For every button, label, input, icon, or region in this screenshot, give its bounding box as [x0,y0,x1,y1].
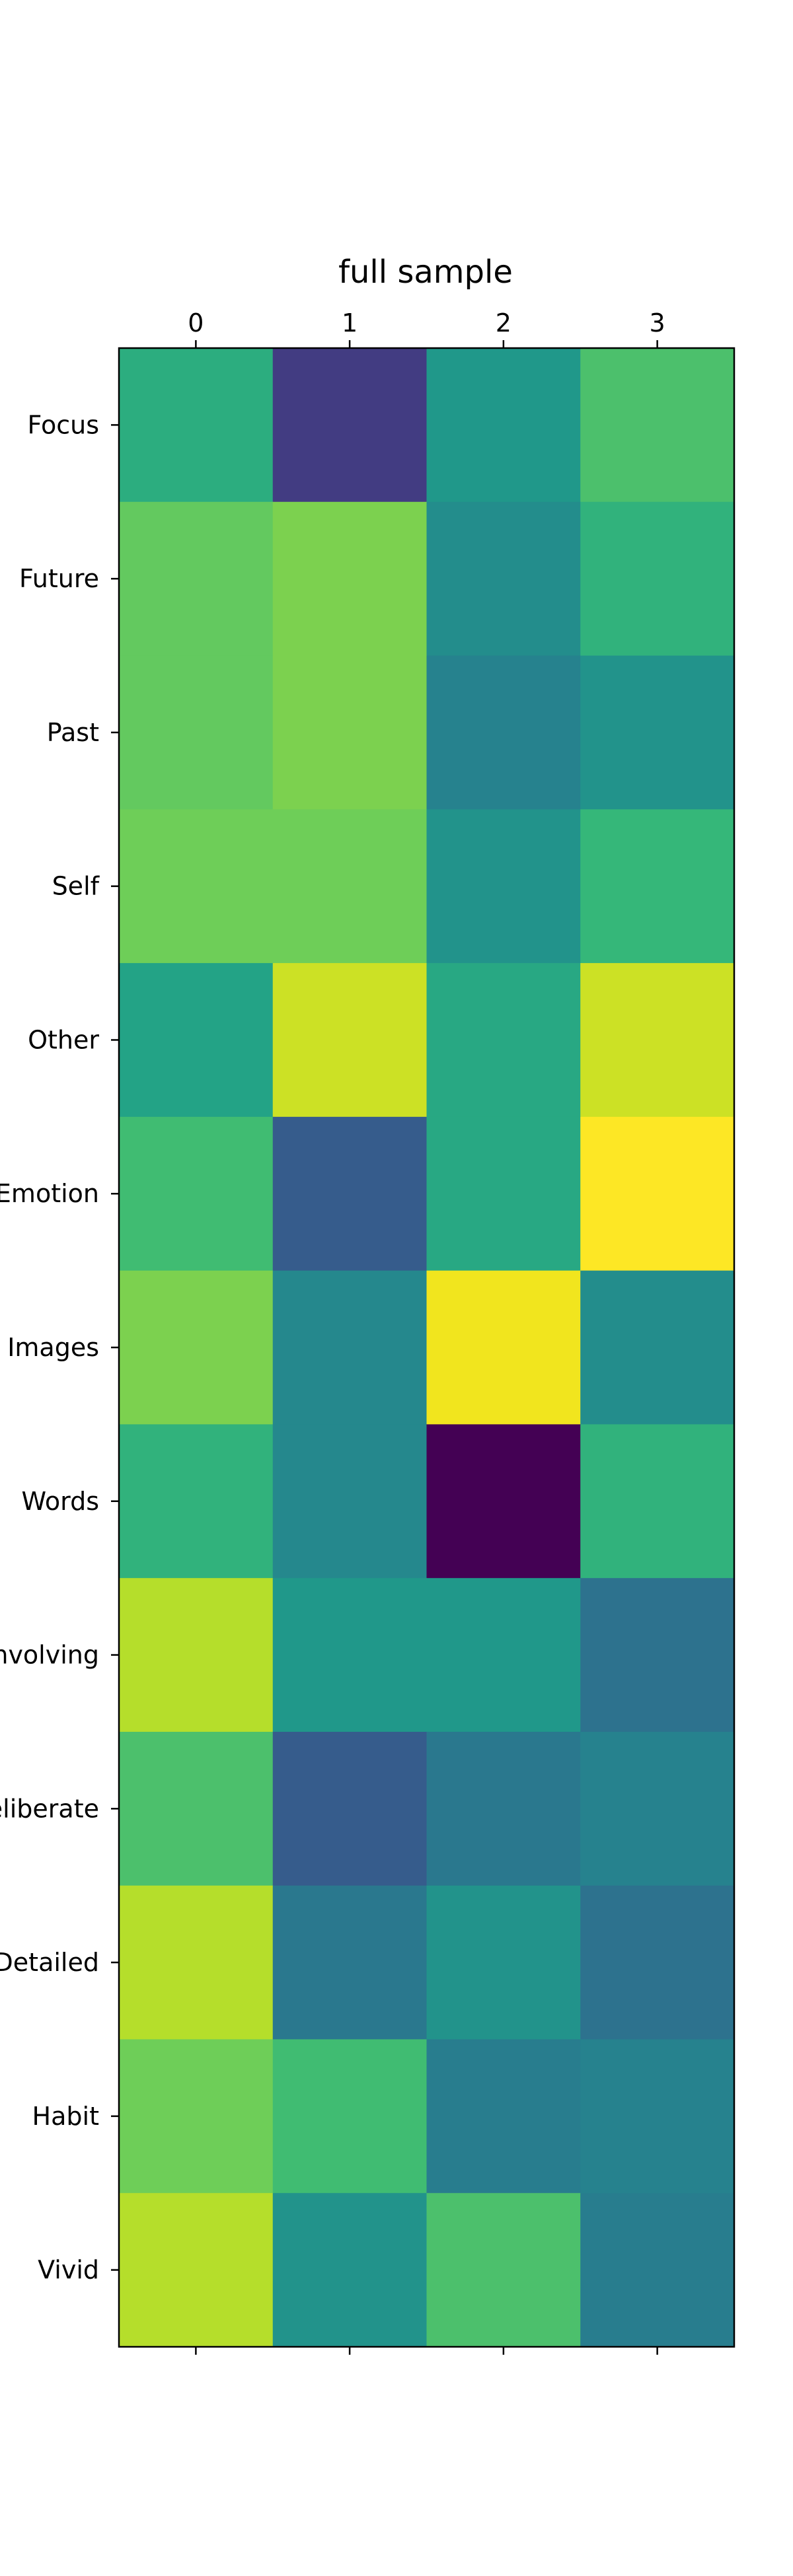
heatmap-cell [580,655,735,810]
heatmap-cell [580,1116,735,1271]
x-axis-bottom [195,2347,658,2355]
y-tick-label: Focus [27,410,99,439]
y-tick-label: Emotion [0,1179,99,1208]
heatmap-cell [426,348,581,503]
heatmap-cell [119,655,274,810]
heatmap-cell [119,1424,274,1579]
heatmap-cell [426,501,581,657]
heatmap-cell [119,1578,274,1733]
y-tick-label: Habit [32,2102,99,2131]
heatmap-cell [580,963,735,1118]
y-tick-label: Detailed [0,1948,99,1977]
heatmap-cell [119,1885,274,2040]
heatmap-cell [580,2193,735,2347]
heatmap-cell [119,1270,274,1425]
x-tick-label: 1 [342,308,358,338]
heatmap-cell [272,1731,428,1886]
heatmap-cell [272,655,428,810]
heatmap-cell [272,2039,428,2194]
heatmap-cell [272,963,428,1118]
y-tick-label: Other [28,1025,99,1054]
x-tick-label: 2 [496,308,511,338]
heatmap-cell [272,1116,428,1271]
heatmap-cell [272,1885,428,2040]
heatmap-cell [580,1885,735,2040]
heatmap-cell [119,1731,274,1886]
y-tick-label: Deliberate [0,1794,99,1823]
y-tick-label: Future [19,564,99,593]
heatmap-cell [426,963,581,1118]
heatmap-cell [119,809,274,964]
heatmap-cell [426,1424,581,1579]
heatmap-cell [272,2193,428,2347]
y-axis: Focus Future Past Self Other Emotion Images Wor… [0,410,119,2285]
heatmap-cell [119,2193,274,2347]
heatmap-cell [580,1578,735,1733]
y-tick-label: Vivid [38,2256,99,2285]
heatmap-cell [272,501,428,657]
heatmap-cell [426,1116,581,1271]
heatmap-cell [426,1885,581,2040]
y-tick-label: Past [47,718,99,747]
heatmap-cell [272,809,428,964]
heatmap-cell [580,348,735,503]
x-tick-label: 3 [650,308,665,338]
heatmap-cell [426,1578,581,1733]
y-tick-label: Images [7,1333,99,1362]
y-tick-label: Words [22,1487,99,1516]
heatmap-cell [580,809,735,964]
heatmap-cell [580,1731,735,1886]
heatmap-cell [426,1270,581,1425]
heatmap-cells [119,348,735,2347]
x-axis-top: 0 1 2 3 [188,308,665,348]
heatmap-cell [426,809,581,964]
heatmap-cell [119,348,274,503]
heatmap-cell [119,1116,274,1271]
chart-title: full sample [338,254,513,291]
heatmap-cell [272,1578,428,1733]
heatmap-cell [119,963,274,1118]
heatmap-cell [272,348,428,503]
heatmap-cell [119,2039,274,2194]
heatmap-cell [272,1424,428,1579]
heatmap-cell [580,1424,735,1579]
heatmap-cell [119,501,274,657]
heatmap-cell [272,1270,428,1425]
heatmap-cell [580,2039,735,2194]
y-tick-label: Self [52,872,100,901]
plot-frame [118,347,736,2348]
heatmap-cell [426,2039,581,2194]
heatmap-cell [426,655,581,810]
heatmap-cell [580,1270,735,1425]
x-tick-label: 0 [188,308,204,338]
heatmap-cell [580,501,735,657]
y-tick-label: Involving [0,1641,99,1670]
heatmap-cell [426,2193,581,2347]
heatmap-cell [426,1731,581,1886]
